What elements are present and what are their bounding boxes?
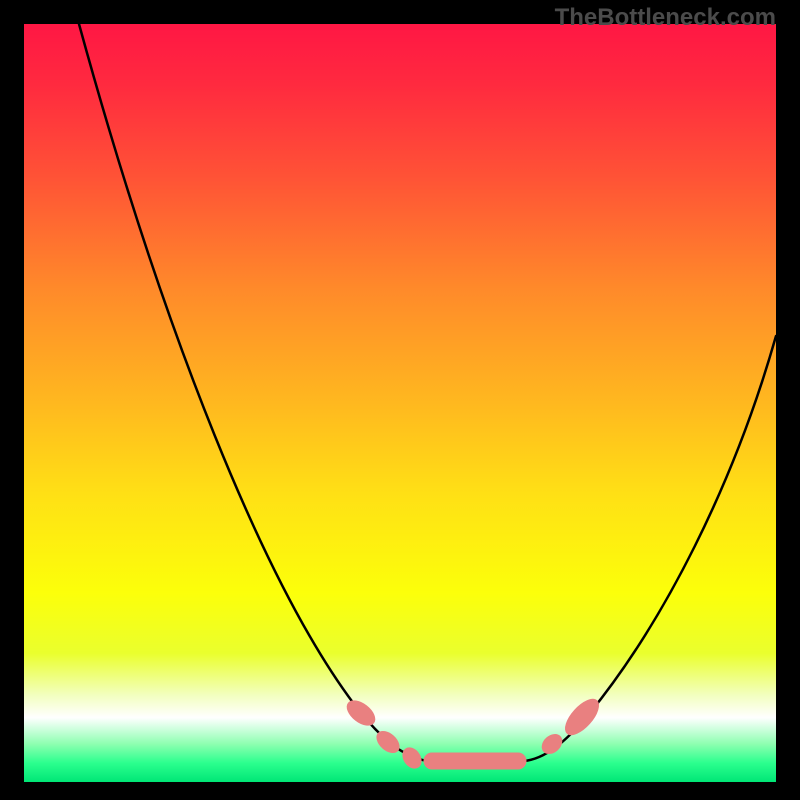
bottleneck-chart	[24, 24, 776, 782]
watermark-text: TheBottleneck.com	[555, 4, 776, 32]
curve-layer	[24, 24, 776, 782]
